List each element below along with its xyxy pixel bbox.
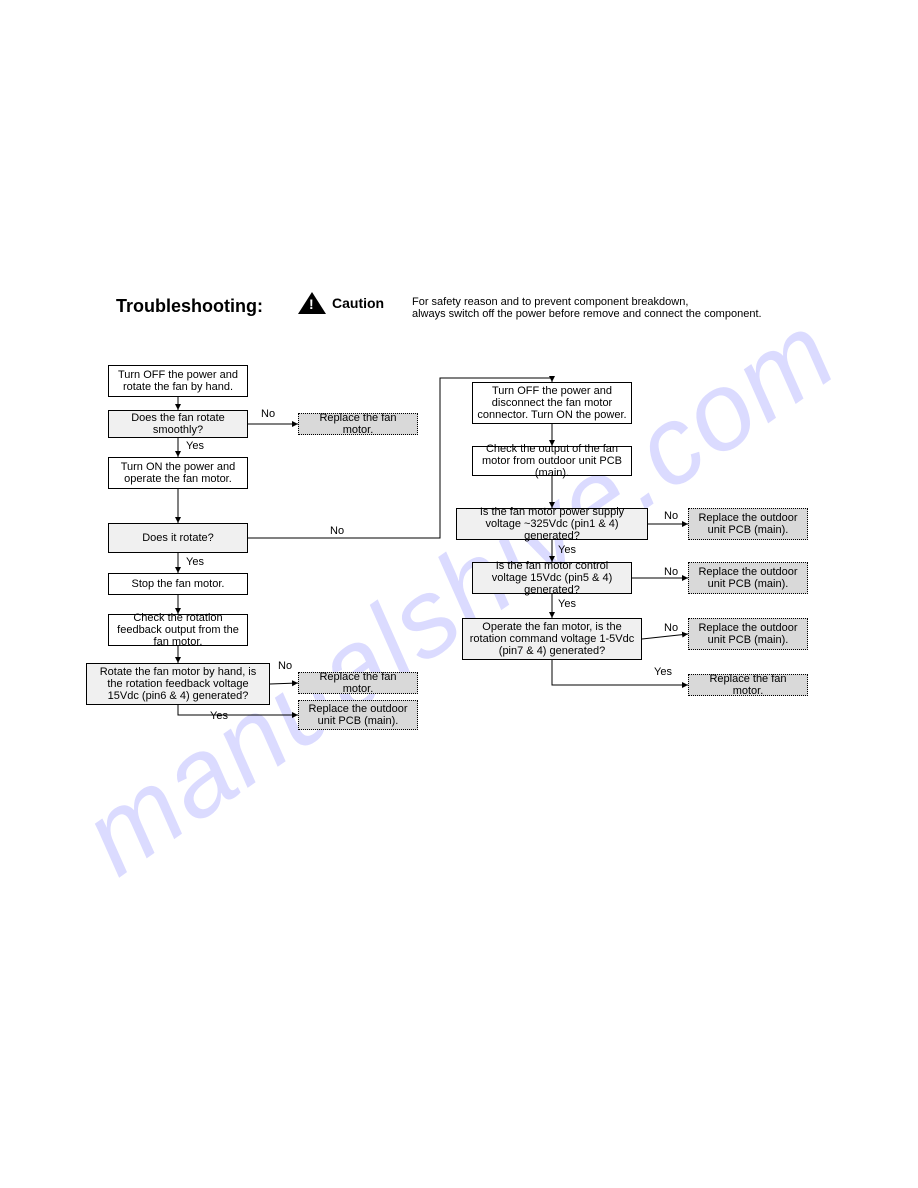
- node-n19: Replace the fan motor.: [688, 674, 808, 696]
- node-n9: Replace the fan motor.: [298, 672, 418, 694]
- edge-label: Yes: [558, 598, 576, 610]
- node-n12: Check the output of the fan motor from o…: [472, 446, 632, 476]
- node-n16: Replace the outdoor unit PCB (main).: [688, 562, 808, 594]
- edge-label: No: [664, 566, 678, 578]
- edge-label: Yes: [558, 544, 576, 556]
- node-n18: Replace the outdoor unit PCB (main).: [688, 618, 808, 650]
- warning-icon: [298, 292, 326, 314]
- node-n3: Replace the fan motor.: [298, 413, 418, 435]
- edge-label: No: [261, 408, 275, 420]
- edge-label: No: [664, 510, 678, 522]
- node-n10: Replace the outdoor unit PCB (main).: [298, 700, 418, 730]
- node-n1: Turn OFF the power and rotate the fan by…: [108, 365, 248, 397]
- caution-label: Caution: [332, 295, 384, 311]
- node-n5: Does it rotate?: [108, 523, 248, 553]
- node-n2: Does the fan rotate smoothly?: [108, 410, 248, 438]
- node-n11: Turn OFF the power and disconnect the fa…: [472, 382, 632, 424]
- node-n15: Is the fan motor control voltage 15Vdc (…: [472, 562, 632, 594]
- node-n4: Turn ON the power and operate the fan mo…: [108, 457, 248, 489]
- node-n6: Stop the fan motor.: [108, 573, 248, 595]
- node-n8: Rotate the fan motor by hand, is the rot…: [86, 663, 270, 705]
- edge-label: No: [330, 525, 344, 537]
- node-n7: Check the rotation feedback output from …: [108, 614, 248, 646]
- caution-badge: Caution: [298, 292, 384, 314]
- edge-label: Yes: [186, 556, 204, 568]
- page-title: Troubleshooting:: [116, 296, 263, 317]
- edge-label: No: [278, 660, 292, 672]
- node-n14: Replace the outdoor unit PCB (main).: [688, 508, 808, 540]
- edge-label: Yes: [210, 710, 228, 722]
- edge-label: No: [664, 622, 678, 634]
- caution-note: For safety reason and to prevent compone…: [412, 296, 812, 320]
- node-n17: Operate the fan motor, is the rotation c…: [462, 618, 642, 660]
- edge-label: Yes: [654, 666, 672, 678]
- node-n13: Is the fan motor power supply voltage ~3…: [456, 508, 648, 540]
- page: manualshive.com Troubleshooting: Caution…: [0, 0, 918, 1188]
- edge-label: Yes: [186, 440, 204, 452]
